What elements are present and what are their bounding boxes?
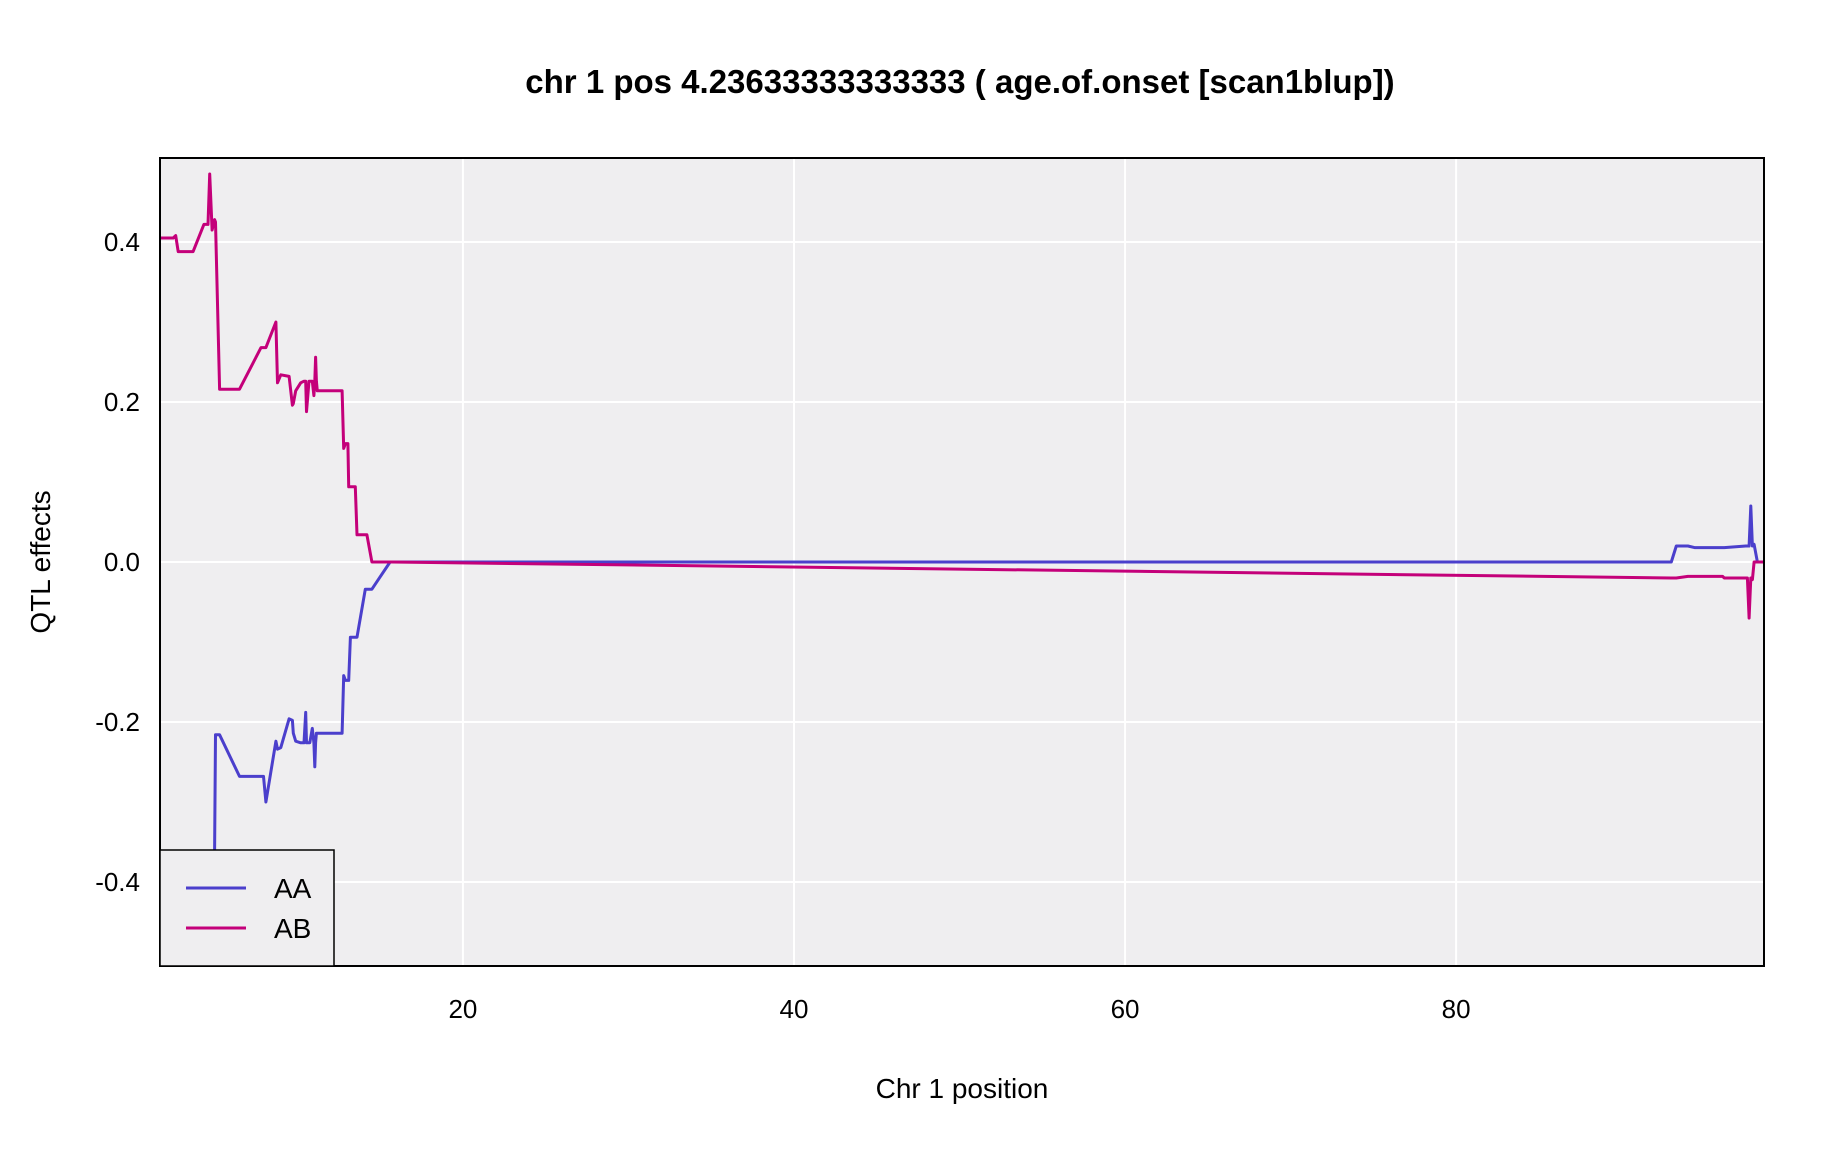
y-tick-label: -0.4 bbox=[95, 867, 140, 897]
legend: AA AB bbox=[159, 849, 335, 967]
plot-border bbox=[159, 157, 1765, 967]
y-tick-label: -0.2 bbox=[95, 707, 140, 737]
x-ticks: 20 40 60 80 bbox=[448, 994, 1470, 1024]
x-axis-label: Chr 1 position bbox=[876, 1073, 1049, 1104]
legend-label-ab: AB bbox=[274, 913, 311, 944]
y-tick-label: 0.4 bbox=[104, 227, 140, 257]
y-tick-label: 0.0 bbox=[104, 547, 140, 577]
legend-label-aa: AA bbox=[274, 873, 312, 904]
chart-title: chr 1 pos 4.23633333333333 ( age.of.onse… bbox=[525, 63, 1394, 100]
y-tick-label: 0.2 bbox=[104, 387, 140, 417]
x-tick-label: 20 bbox=[448, 994, 477, 1024]
x-tick-label: 80 bbox=[1442, 994, 1471, 1024]
y-axis-label: QTL effects bbox=[25, 490, 56, 633]
legend-box bbox=[159, 849, 335, 967]
series-line-ab bbox=[160, 172, 1764, 620]
x-tick-label: 60 bbox=[1111, 994, 1140, 1024]
x-tick-label: 40 bbox=[780, 994, 809, 1024]
y-ticks: -0.4 -0.2 0.0 0.2 0.4 bbox=[95, 227, 140, 897]
